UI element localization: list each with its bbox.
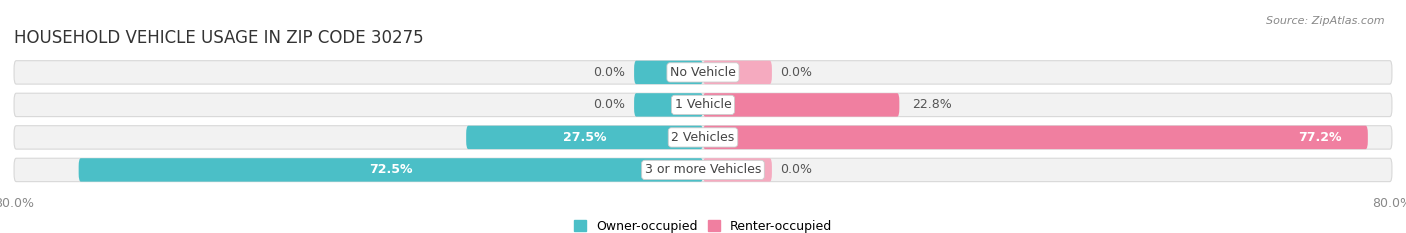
Text: 0.0%: 0.0% xyxy=(780,163,813,176)
Text: HOUSEHOLD VEHICLE USAGE IN ZIP CODE 30275: HOUSEHOLD VEHICLE USAGE IN ZIP CODE 3027… xyxy=(14,29,423,47)
FancyBboxPatch shape xyxy=(14,158,1392,182)
FancyBboxPatch shape xyxy=(703,126,1368,149)
FancyBboxPatch shape xyxy=(467,126,703,149)
FancyBboxPatch shape xyxy=(703,93,900,116)
Text: 0.0%: 0.0% xyxy=(593,66,626,79)
Text: 2 Vehicles: 2 Vehicles xyxy=(672,131,734,144)
Text: 0.0%: 0.0% xyxy=(593,98,626,111)
Text: Source: ZipAtlas.com: Source: ZipAtlas.com xyxy=(1267,16,1385,26)
Text: 0.0%: 0.0% xyxy=(780,66,813,79)
FancyBboxPatch shape xyxy=(14,126,1392,149)
FancyBboxPatch shape xyxy=(703,158,772,182)
FancyBboxPatch shape xyxy=(14,93,1392,116)
Text: 3 or more Vehicles: 3 or more Vehicles xyxy=(645,163,761,176)
FancyBboxPatch shape xyxy=(703,61,772,84)
Text: No Vehicle: No Vehicle xyxy=(671,66,735,79)
Text: 27.5%: 27.5% xyxy=(562,131,606,144)
Text: 22.8%: 22.8% xyxy=(912,98,952,111)
Text: 77.2%: 77.2% xyxy=(1299,131,1341,144)
FancyBboxPatch shape xyxy=(634,61,703,84)
FancyBboxPatch shape xyxy=(79,158,703,182)
Text: 72.5%: 72.5% xyxy=(368,163,412,176)
Text: 1 Vehicle: 1 Vehicle xyxy=(675,98,731,111)
Legend: Owner-occupied, Renter-occupied: Owner-occupied, Renter-occupied xyxy=(568,215,838,233)
FancyBboxPatch shape xyxy=(634,93,703,116)
FancyBboxPatch shape xyxy=(14,61,1392,84)
